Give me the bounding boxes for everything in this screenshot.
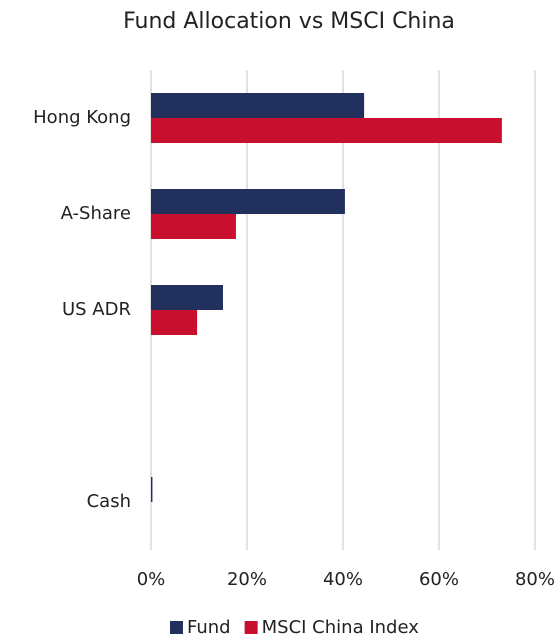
x-tick-label: 60%	[419, 569, 459, 590]
bar	[151, 189, 345, 214]
legend-label: Fund	[187, 617, 231, 638]
y-tick-label: Hong Kong	[33, 107, 131, 128]
bar	[151, 93, 365, 118]
bar	[151, 285, 223, 310]
x-tick-label: 40%	[323, 569, 363, 590]
x-tick-label: 0%	[137, 569, 166, 590]
legend-label: MSCI China Index	[262, 617, 420, 638]
y-tick-label: US ADR	[62, 299, 131, 320]
bar	[151, 477, 153, 502]
legend-swatch	[170, 621, 183, 634]
y-tick-label: Cash	[87, 491, 131, 512]
bar	[151, 310, 198, 335]
x-tick-label: 80%	[515, 569, 555, 590]
y-tick-label: A-Share	[61, 203, 131, 224]
legend-swatch	[244, 621, 258, 634]
bar	[151, 118, 502, 143]
bar	[151, 214, 236, 239]
x-tick-label: 20%	[227, 569, 267, 590]
chart-title: Fund Allocation vs MSCI China	[123, 9, 455, 34]
